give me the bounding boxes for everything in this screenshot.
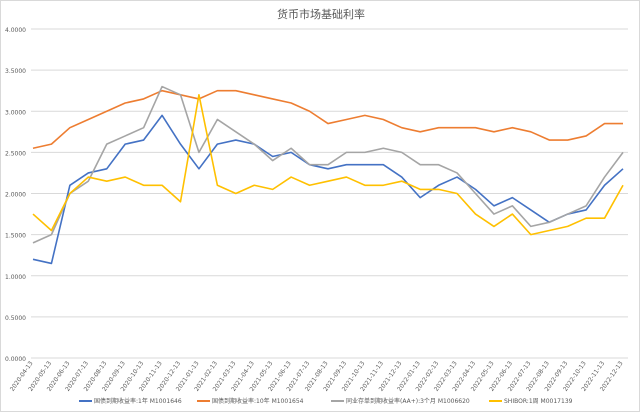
series-line-0 (32, 114, 624, 265)
y-tick-label: 4.0000 (5, 27, 26, 34)
y-tick-label: 1.0000 (5, 274, 26, 281)
y-tick-label: 2.0000 (5, 192, 26, 199)
y-tick-label: 0.5000 (5, 315, 26, 322)
series-line-1 (32, 89, 623, 150)
chart-title: 货币市场基础利率 (277, 7, 365, 21)
y-tick-label: 1.5000 (5, 233, 26, 240)
legend-label-0: 国债到期收益率:1年 M1001646 (94, 397, 182, 405)
series-line-3 (32, 94, 624, 236)
y-tick-label: 0.0000 (5, 356, 26, 363)
series-line-2 (32, 85, 624, 244)
legend-label-3: SHIBOR:1周 M0017139 (504, 398, 573, 405)
y-tick-label: 2.5000 (5, 150, 26, 157)
y-tick-label: 3.5000 (5, 68, 26, 75)
legend-label-1: 国债到期收益率:10年 M1001654 (212, 397, 304, 405)
legend-label-2: 同业存单到期收益率(AA+):3个月 M1006620 (346, 397, 470, 405)
y-tick-label: 3.0000 (5, 109, 26, 116)
